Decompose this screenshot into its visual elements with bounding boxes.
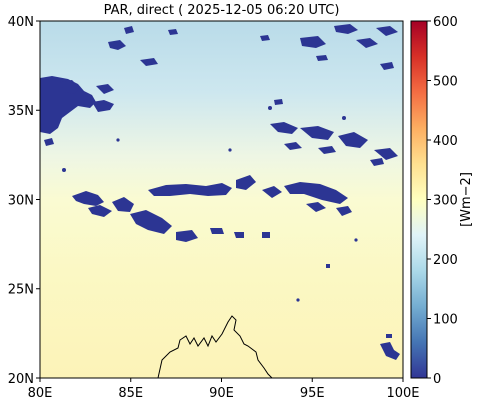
colorbar-tick-label: 500 — [433, 75, 458, 90]
colorbar-ticks: 0 100 200 300 400 500 600 — [427, 15, 458, 387]
colorbar-tick-label: 100 — [433, 313, 458, 328]
coastline — [157, 315, 273, 378]
y-tick-label: 35N — [8, 104, 34, 119]
colorbar-label: [Wm−2] — [459, 172, 474, 227]
y-tick-label: 30N — [8, 194, 34, 209]
y-tick-label: 20N — [8, 372, 34, 387]
colorbar — [410, 20, 428, 379]
y-tick-label: 40N — [8, 15, 34, 30]
x-tick-label: 80E — [28, 386, 53, 401]
x-tick-label: 85E — [118, 386, 143, 401]
x-tick-label: 100E — [386, 386, 419, 401]
y-axis: 20N 25N 30N 35N 40N — [8, 15, 40, 387]
x-tick-label: 90E — [209, 386, 234, 401]
x-tick-label: 95E — [300, 386, 325, 401]
map-title: PAR, direct ( 2025-12-05 06:20 UTC) — [103, 3, 340, 18]
colorbar-tick-label: 300 — [433, 194, 458, 209]
colorbar-tick-label: 200 — [433, 253, 458, 268]
y-tick-label: 25N — [8, 283, 34, 298]
x-axis: 80E 85E 90E 95E 100E — [28, 378, 420, 401]
colorbar-tick-label: 600 — [433, 15, 458, 30]
cloud-mask — [40, 24, 400, 360]
colorbar-tick-label: 400 — [433, 134, 458, 149]
colorbar-tick-label: 0 — [433, 372, 441, 387]
